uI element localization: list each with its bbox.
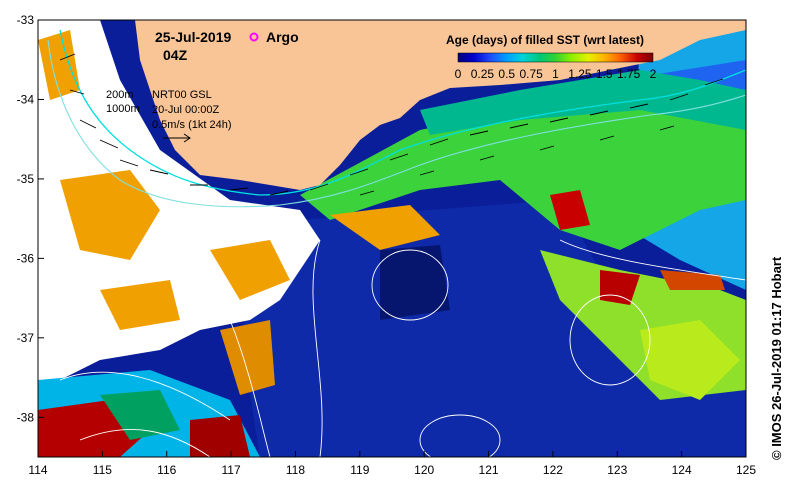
time-label: 04Z: [163, 47, 188, 63]
red-patch-east: [550, 190, 590, 230]
orange-patch-west-1: [60, 170, 160, 260]
y-tick-label: -34: [17, 92, 35, 106]
argo-label: Argo: [266, 29, 299, 45]
teal-band: [420, 70, 746, 135]
current-scale-label: 0.5m/s (1kt 24h): [152, 119, 231, 131]
isobath-1000m-line: [47, 39, 746, 208]
y-tick-label: -38: [17, 410, 35, 424]
orange-patch-south: [220, 320, 275, 395]
legend-ticks: 0 0.25 0.5 0.75 1 1.25 1.5 1.75 2: [455, 67, 657, 81]
legend-tick-label: 0: [455, 67, 462, 81]
green-band: [300, 100, 746, 250]
yellow-green-patch: [640, 320, 740, 400]
legend-tick-label: 1.5: [596, 67, 613, 81]
legend-title: Age (days) of filled SST (wrt latest): [446, 33, 644, 47]
sst-contours: [59, 239, 746, 457]
legend-tick-label: 1: [552, 67, 559, 81]
x-tick-label: 118: [286, 463, 305, 477]
orange-patch-center: [210, 240, 290, 300]
argo-marker-icon: [249, 32, 259, 42]
x-tick-label: 115: [93, 463, 112, 477]
legend-tick-label: 1.25: [568, 67, 592, 81]
model-time-label: 20-Jul 00:00Z: [152, 104, 220, 116]
credit-label: © IMOS 26-Jul-2019 01:17 Hobart: [769, 256, 784, 460]
x-axis: 114 115 116 117 118 119 120 121 122 123 124 125: [28, 451, 756, 477]
x-tick-label: 122: [543, 463, 563, 477]
green-patch-southwest: [100, 390, 180, 440]
darker-blue-patch: [380, 245, 450, 320]
red-patch-south: [190, 415, 250, 457]
x-tick-label: 119: [350, 463, 369, 477]
deep-blue-region: [240, 200, 746, 457]
orange-patch-shelf: [330, 205, 440, 250]
x-tick-label: 116: [157, 463, 176, 477]
x-tick-label: 117: [222, 463, 241, 477]
x-tick-label: 121: [479, 463, 499, 477]
isobath-200m-label: 200m: [106, 89, 134, 101]
model-label: NRT00 GSL: [152, 89, 212, 101]
legend-tick-label: 2: [650, 67, 657, 81]
y-tick-label: -33: [17, 13, 35, 27]
y-axis: -33 -34 -35 -36 -37 -38: [17, 13, 44, 424]
legend-colorbar: [457, 52, 654, 63]
current-vectors: [59, 53, 724, 196]
legend-tick-label: 0.5: [498, 67, 515, 81]
x-tick-label: 125: [736, 463, 756, 477]
isobath-200m-line: [59, 29, 746, 196]
legend-tick-label: 0.25: [471, 67, 495, 81]
date-label: 25-Jul-2019: [155, 29, 231, 45]
legend-tick-label: 0.75: [519, 67, 543, 81]
x-tick-label: 114: [28, 463, 47, 477]
plot-area: [38, 20, 746, 457]
legend-tick-label: 1.75: [617, 67, 641, 81]
current-scale-arrow: [163, 133, 191, 143]
y-tick-label: -35: [17, 172, 35, 186]
orange-patch-southeast: [660, 270, 725, 290]
orange-patch-west-2: [100, 280, 180, 330]
x-tick-label: 120: [414, 463, 434, 477]
x-tick-label: 124: [672, 463, 692, 477]
y-tick-label: -37: [17, 331, 35, 345]
land-mass: [135, 20, 746, 190]
plot-frame: [37, 19, 747, 458]
isobath-1000m-label: 1000m: [106, 103, 140, 115]
y-tick-label: -36: [17, 251, 35, 265]
red-patch-southeast: [600, 270, 640, 305]
x-tick-label: 123: [607, 463, 627, 477]
